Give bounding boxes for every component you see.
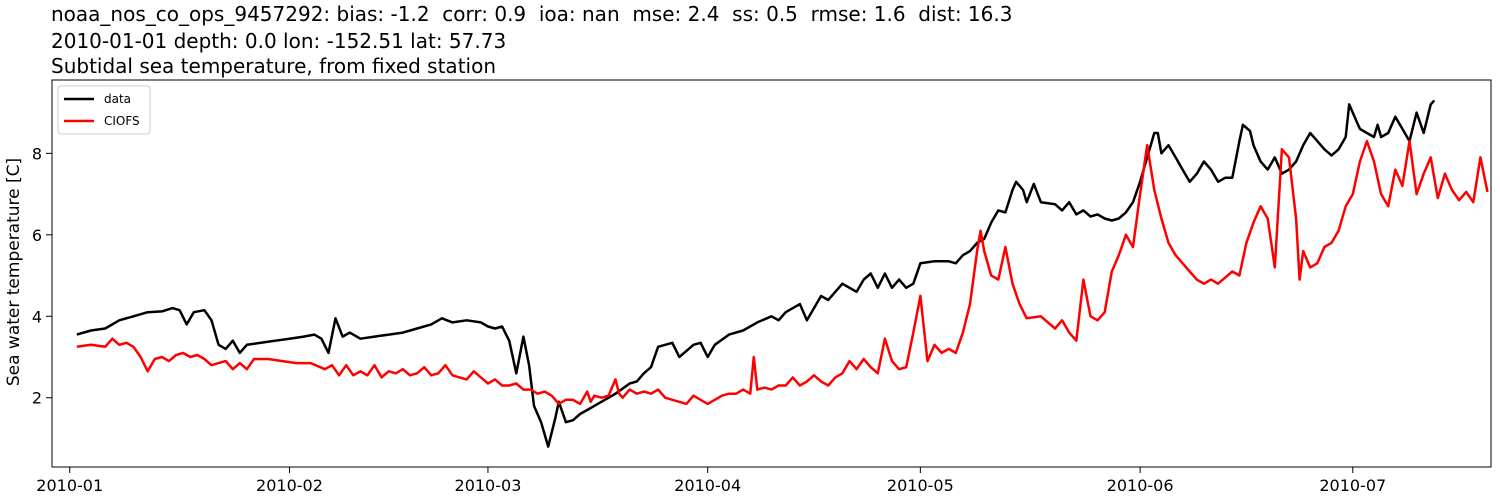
chart-title-location: 2010-01-01 depth: 0.0 lon: -152.51 lat: … xyxy=(51,29,507,53)
chart-title: Subtidal sea temperature, from fixed sta… xyxy=(51,54,496,78)
x-tick-label: 2010-04 xyxy=(674,476,741,495)
x-axis: 2010-01 2010-02 2010-03 2010-04 2010-05 2010-… xyxy=(36,467,1386,495)
legend: data CIOFS xyxy=(57,85,151,135)
x-tick-label: 2010-05 xyxy=(887,476,954,495)
x-tick-label: 2010-01 xyxy=(36,476,103,495)
series-line-data xyxy=(76,99,1436,448)
x-tick-label: 2010-03 xyxy=(455,476,522,495)
y-axis: 2 4 6 8 xyxy=(32,144,52,408)
legend-label-ciofs: CIOFS xyxy=(104,114,140,128)
series-line-ciofs xyxy=(76,139,1489,406)
y-tick-label: 6 xyxy=(32,226,42,245)
y-tick-label: 4 xyxy=(32,307,42,326)
plot-area xyxy=(51,79,1492,468)
chart-title-stats: noaa_nos_co_ops_9457292: bias: -1.2 corr… xyxy=(51,2,1013,26)
x-tick-label: 2010-02 xyxy=(256,476,323,495)
legend-label-data: data xyxy=(104,92,131,106)
y-axis-label: Sea water temperature [C] xyxy=(4,158,24,386)
x-tick-label: 2010-06 xyxy=(1107,476,1174,495)
x-tick-label: 2010-07 xyxy=(1319,476,1386,495)
plot-lines xyxy=(76,99,1489,448)
y-tick-label: 8 xyxy=(32,144,42,163)
y-tick-label: 2 xyxy=(32,389,42,408)
